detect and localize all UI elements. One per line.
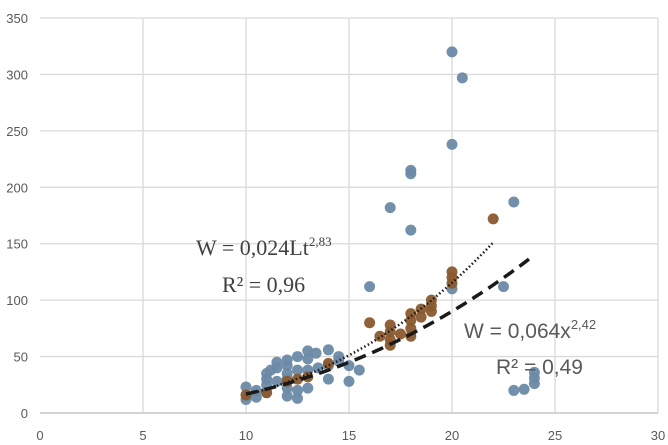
- power-fit-dashed: [245, 253, 536, 396]
- x-tick-label: 30: [651, 428, 665, 443]
- blue-data-point: [292, 364, 303, 376]
- blue-data-point: [302, 345, 314, 357]
- blue-data-point: [281, 354, 293, 366]
- x-tick-label: 20: [445, 428, 459, 443]
- blue-data-point: [384, 202, 396, 214]
- y-tick-label: 250: [6, 124, 28, 139]
- y-tick-label: 100: [6, 293, 28, 308]
- brown-data-point: [240, 389, 252, 401]
- blue-data-point: [446, 138, 458, 150]
- y-tick-label: 300: [6, 67, 28, 82]
- brown-data-point: [487, 213, 499, 225]
- brown-data-point: [322, 357, 334, 369]
- blue-data-point: [292, 384, 303, 396]
- y-tick-label: 350: [6, 11, 28, 26]
- blue-data-point: [508, 384, 520, 396]
- brown-data-point: [405, 308, 417, 320]
- trendline-2-r2: R² = 0,49: [496, 356, 583, 379]
- trendline-1-r2: R² = 0,96: [222, 272, 305, 297]
- brown-data-point: [415, 311, 427, 323]
- brown-data-point: [395, 328, 406, 340]
- blue-data-point: [456, 72, 468, 84]
- blue-data-point: [292, 392, 303, 404]
- brown-data-point: [384, 319, 396, 331]
- blue-data-point: [405, 168, 417, 180]
- brown-data-point: [364, 317, 376, 329]
- x-tick-label: 10: [239, 428, 253, 443]
- blue-data-point: [518, 383, 530, 395]
- x-tick-label: 0: [36, 428, 43, 443]
- blue-data-point: [508, 196, 520, 208]
- blue-data-point: [240, 381, 252, 393]
- blue-data-point: [281, 390, 293, 402]
- blue-data-point: [343, 375, 355, 387]
- blue-data-point: [405, 224, 417, 236]
- tick-labels: 0 50 100 150 200 250 300 350 0 5 10 15 20 25 30: [6, 11, 665, 443]
- blue-data-point: [302, 353, 314, 365]
- blue-data-point: [281, 368, 293, 379]
- power-fit-dotted: [245, 241, 495, 396]
- blue-data-point: [312, 362, 324, 374]
- brown-data-point: [425, 294, 437, 306]
- brown-data-point: [446, 266, 458, 278]
- blue-data-point: [271, 375, 283, 387]
- blue-data-point: [302, 382, 314, 394]
- x-tick-label: 15: [342, 428, 356, 443]
- blue-data-point: [322, 344, 334, 356]
- blue-data-point: [498, 281, 509, 293]
- data-points: [240, 46, 540, 405]
- blue-data-point: [446, 46, 458, 58]
- gridlines: [40, 17, 659, 414]
- brown-data-point: [374, 330, 386, 342]
- x-tick-label: 5: [139, 428, 146, 443]
- blue-data-point: [322, 373, 334, 385]
- trendline-2-equation: W = 0,064x2,42: [464, 317, 596, 343]
- blue-data-point: [353, 364, 365, 376]
- blue-data-point: [528, 366, 540, 378]
- y-tick-label: 200: [6, 180, 28, 195]
- blue-data-point: [364, 281, 376, 293]
- y-tick-label: 0: [21, 406, 28, 421]
- x-tick-label: 25: [548, 428, 562, 443]
- y-tick-label: 50: [14, 350, 28, 365]
- blue-data-point: [271, 356, 283, 368]
- blue-data-point: [310, 347, 322, 359]
- blue-data-point: [333, 351, 345, 363]
- trendline-1-equation: W = 0,024Lt2,83: [196, 234, 332, 260]
- blue-data-point: [292, 351, 303, 363]
- y-tick-label: 150: [6, 237, 28, 252]
- trendlines: [245, 241, 536, 396]
